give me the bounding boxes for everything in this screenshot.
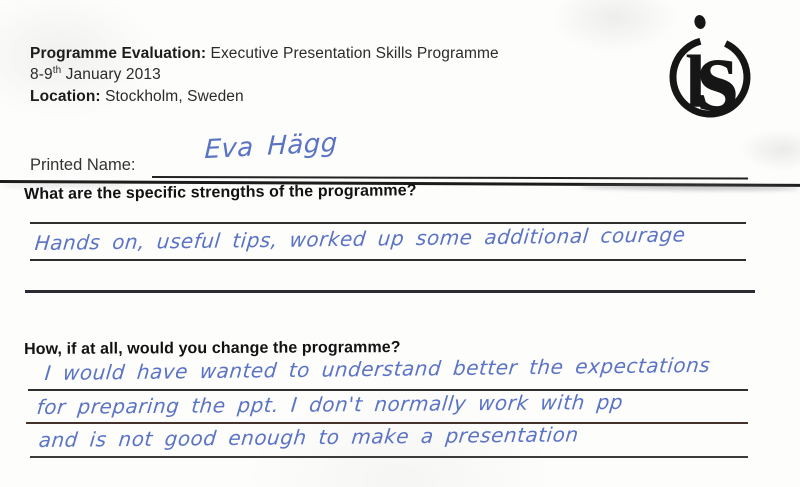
location-label: Location: xyxy=(30,88,101,105)
printed-name-label: Printed Name: xyxy=(30,156,136,174)
answer-rule-1a xyxy=(30,222,746,224)
answer-rule-1c xyxy=(25,290,755,293)
form-title: Programme Evaluation: Executive Presenta… xyxy=(30,45,499,63)
answer-rule-2c xyxy=(30,456,748,458)
question-strengths: What are the specific strengths of the p… xyxy=(24,182,417,203)
answer-strengths-handwritten: Hands on, useful tips, worked up some ad… xyxy=(33,222,687,256)
logo-i-dot xyxy=(694,15,706,29)
logo-circle xyxy=(669,37,751,118)
answer-rule-2a xyxy=(28,389,748,391)
answer-rule-2b xyxy=(26,422,748,424)
question-changes: How, if at all, would you change the pro… xyxy=(24,339,401,358)
form-date: 8-9th January 2013 xyxy=(30,65,161,84)
answer-rule-1b xyxy=(30,259,746,261)
answer-changes-line3: and is not good enough to make a present… xyxy=(37,422,580,453)
logo-s-glyph: s xyxy=(697,16,738,133)
page-edge-shadow-left xyxy=(0,184,130,187)
answer-changes-line2: for preparing the ppt. I don't normally … xyxy=(35,389,625,420)
form-title-label: Programme Evaluation: xyxy=(30,45,207,62)
location-value: Stockholm, Sweden xyxy=(100,88,244,105)
form-title-rest: Executive Presentation Skills Programme xyxy=(206,45,499,62)
is-logo: l s xyxy=(669,15,751,133)
form-location: Location: Stockholm, Sweden xyxy=(30,88,244,106)
printed-name-underline xyxy=(151,176,748,180)
logo-stem-glyph: l xyxy=(685,41,706,124)
printed-name-handwritten: Eva Hägg xyxy=(203,128,339,166)
